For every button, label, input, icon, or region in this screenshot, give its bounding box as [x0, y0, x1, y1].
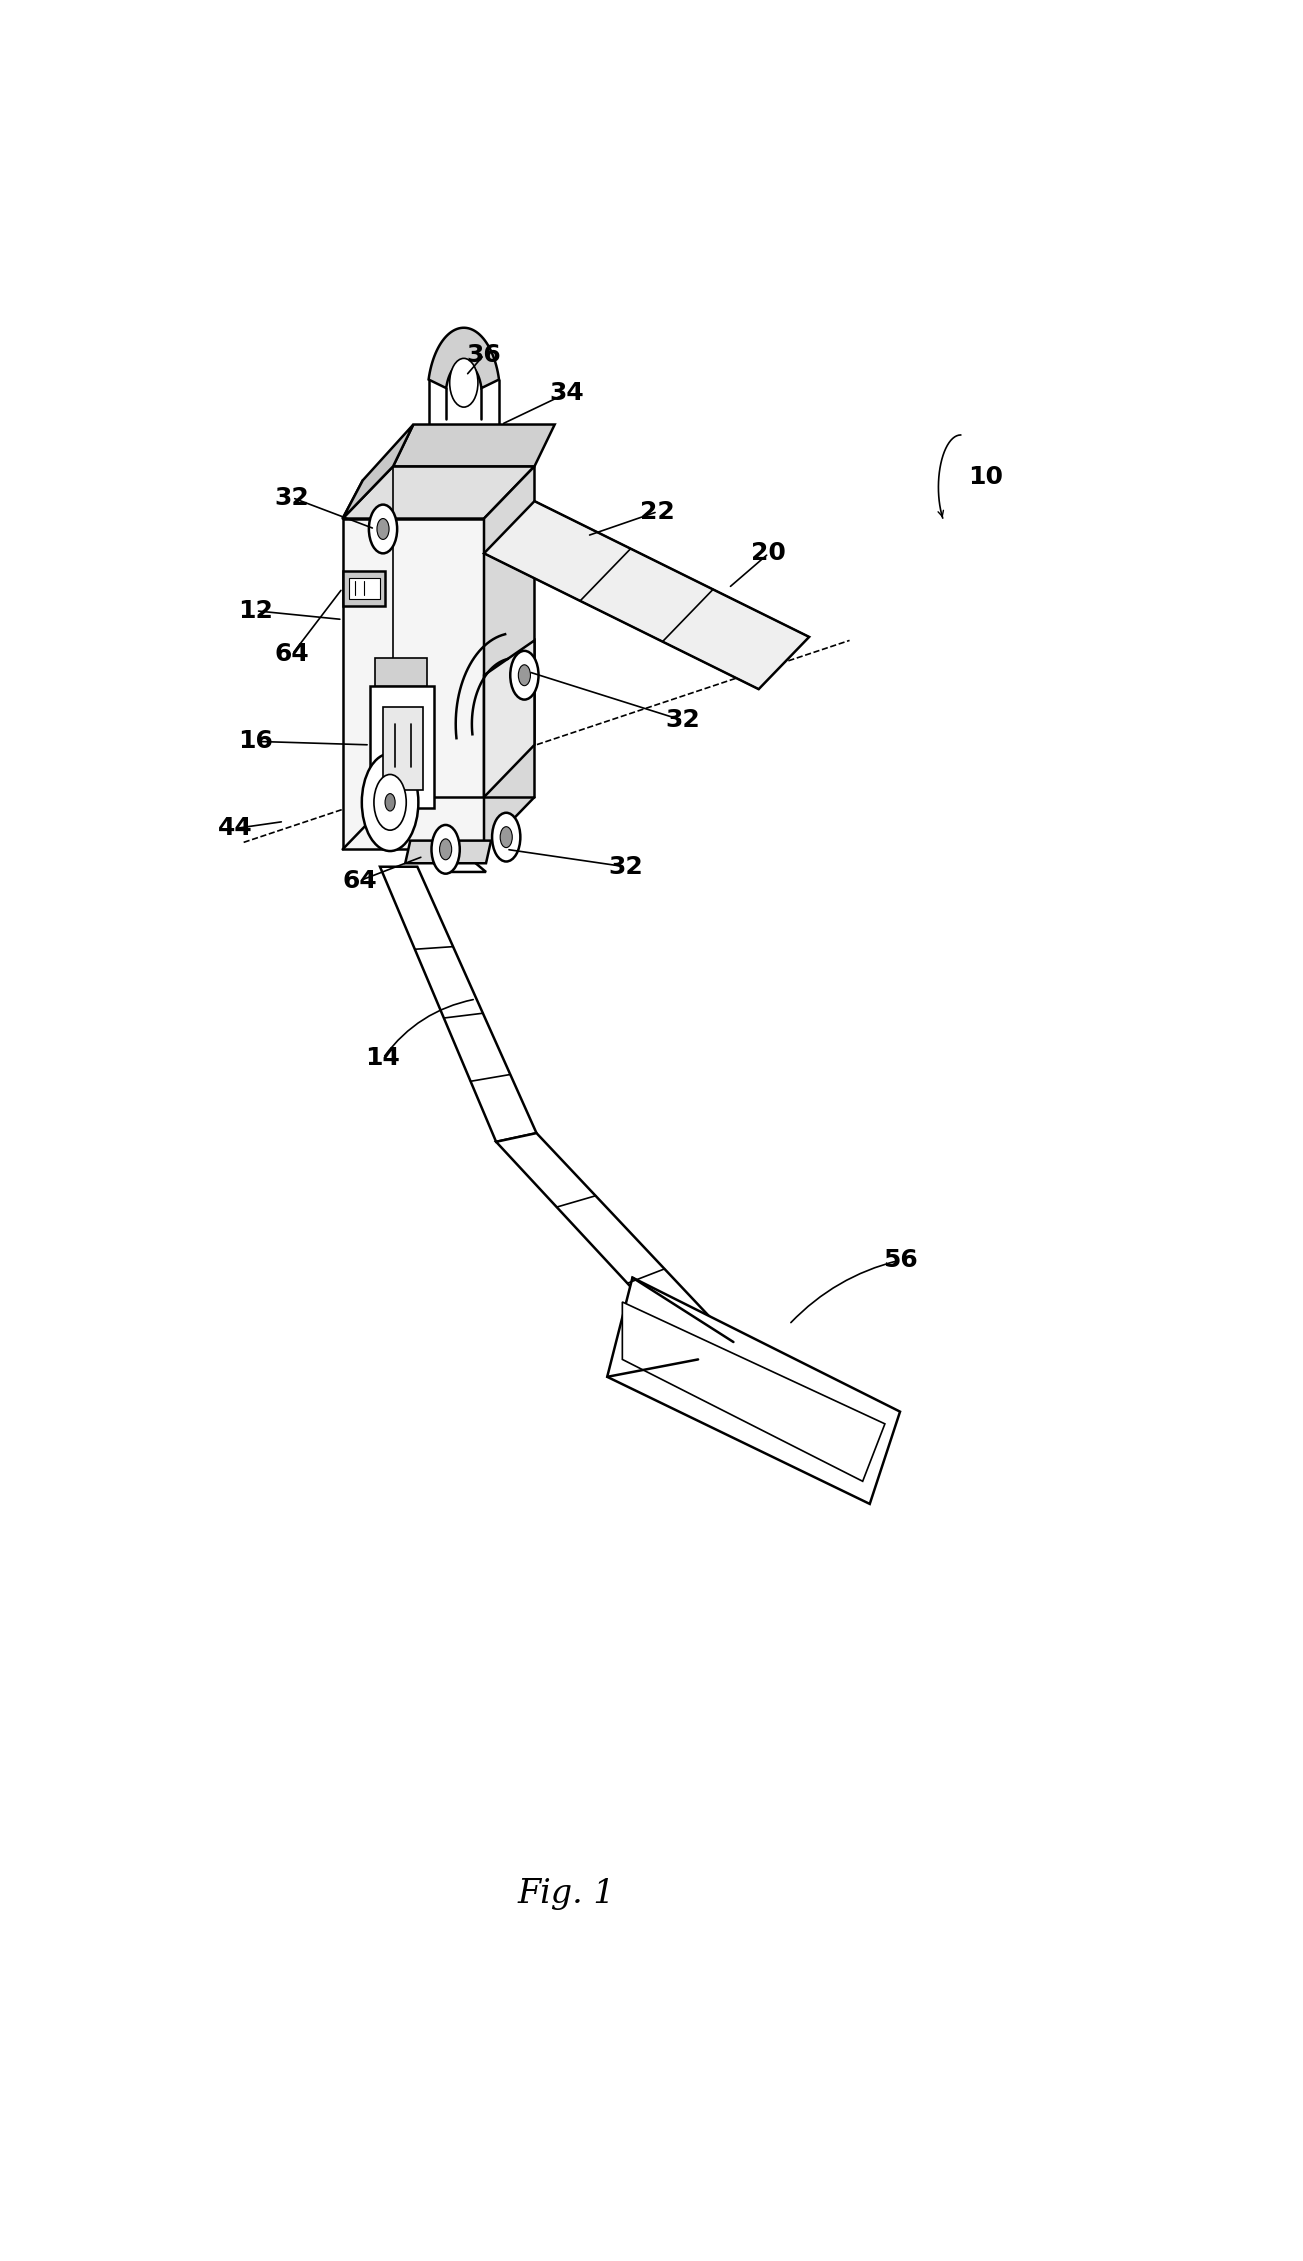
Circle shape — [377, 518, 390, 540]
Circle shape — [439, 839, 452, 859]
Polygon shape — [483, 640, 534, 798]
Polygon shape — [349, 579, 380, 599]
Circle shape — [369, 504, 397, 554]
Polygon shape — [429, 328, 499, 389]
Text: 32: 32 — [609, 855, 642, 880]
Polygon shape — [343, 425, 413, 518]
Text: 32: 32 — [666, 708, 700, 733]
Text: 64: 64 — [343, 868, 377, 893]
Text: 36: 36 — [466, 344, 502, 366]
Polygon shape — [394, 425, 555, 466]
Polygon shape — [343, 570, 386, 606]
Text: 44: 44 — [218, 816, 253, 841]
Polygon shape — [483, 466, 534, 850]
Circle shape — [450, 357, 478, 407]
Text: 12: 12 — [238, 599, 274, 622]
Polygon shape — [405, 841, 491, 864]
Polygon shape — [496, 1133, 734, 1359]
Text: Fig. 1: Fig. 1 — [519, 1879, 615, 1911]
Text: 32: 32 — [275, 486, 310, 509]
Circle shape — [511, 651, 538, 699]
Circle shape — [374, 776, 407, 830]
Text: 56: 56 — [882, 1248, 917, 1273]
Circle shape — [500, 828, 512, 848]
Polygon shape — [343, 518, 483, 850]
Text: 34: 34 — [550, 382, 584, 405]
Text: 64: 64 — [275, 642, 310, 667]
Polygon shape — [343, 466, 534, 518]
Text: 22: 22 — [640, 500, 675, 525]
Polygon shape — [370, 685, 434, 807]
Circle shape — [431, 825, 460, 873]
Text: 14: 14 — [366, 1047, 400, 1069]
Polygon shape — [607, 1277, 900, 1504]
Polygon shape — [375, 658, 427, 685]
Polygon shape — [380, 866, 537, 1142]
Circle shape — [386, 794, 395, 812]
Circle shape — [362, 753, 418, 850]
Text: 16: 16 — [238, 730, 274, 753]
Circle shape — [493, 812, 520, 861]
Polygon shape — [405, 843, 486, 873]
Polygon shape — [483, 502, 809, 690]
Text: 10: 10 — [968, 466, 1003, 488]
Circle shape — [519, 665, 530, 685]
Polygon shape — [383, 705, 423, 789]
Polygon shape — [623, 1302, 885, 1481]
Text: 20: 20 — [752, 540, 786, 565]
